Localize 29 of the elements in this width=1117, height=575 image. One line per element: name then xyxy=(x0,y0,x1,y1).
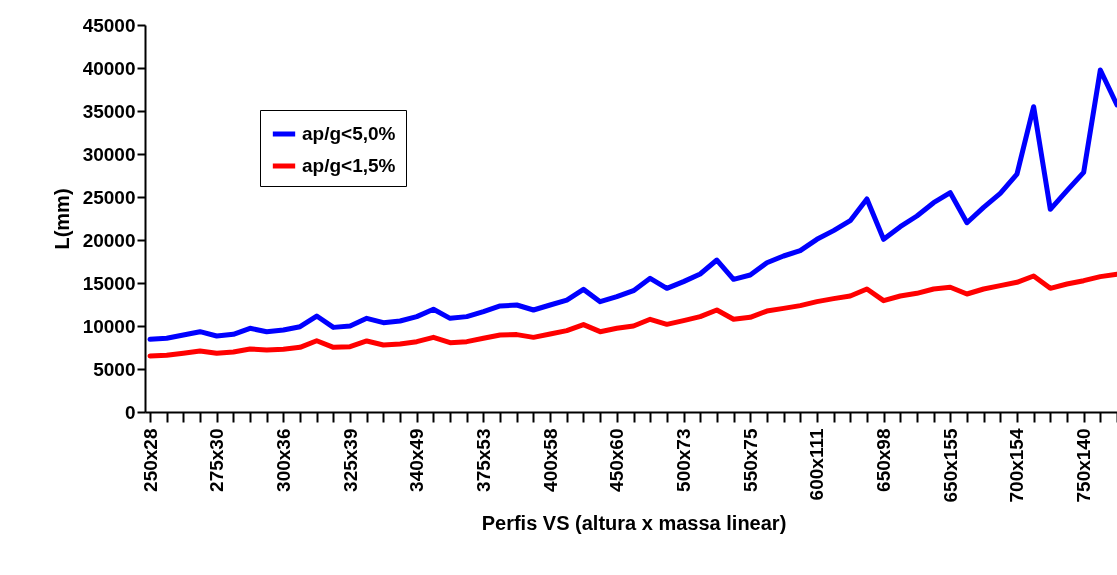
legend-label: ap/g<5,0% xyxy=(302,123,396,144)
y-tick-label: 15000 xyxy=(82,272,136,294)
y-tick-label: 35000 xyxy=(82,100,136,122)
y-tick-label: 30000 xyxy=(82,143,136,165)
x-tick-label: 500x73 xyxy=(673,428,695,492)
y-tick-label: 5000 xyxy=(93,358,136,380)
x-tick-label: 400x58 xyxy=(539,428,561,492)
x-tick-label: 600x111 xyxy=(806,428,828,501)
y-tick-label: 45000 xyxy=(82,14,136,36)
x-tick-label: 650x155 xyxy=(939,428,961,503)
x-tick-label: 550x75 xyxy=(739,428,761,492)
x-tick-label: 275x30 xyxy=(206,428,228,492)
y-tick-label: 25000 xyxy=(82,186,136,208)
y-axis-title: L(mm) xyxy=(50,188,73,250)
y-tick-label: 20000 xyxy=(82,229,136,251)
x-tick-label: 300x36 xyxy=(272,428,294,492)
x-tick-label: 375x53 xyxy=(472,428,494,492)
legend-label: ap/g<1,5% xyxy=(302,155,396,176)
x-axis-title: Perfis VS (altura x massa linear) xyxy=(481,512,787,535)
x-tick-label: 450x60 xyxy=(606,428,628,492)
x-tick-label: 250x28 xyxy=(139,428,161,492)
y-tick-label: 0 xyxy=(124,401,136,423)
x-tick-label: 700x154 xyxy=(1006,428,1028,503)
y-tick-label: 40000 xyxy=(82,57,136,79)
x-tick-label: 340x49 xyxy=(406,428,428,492)
x-tick-label: 325x39 xyxy=(339,428,361,492)
x-tick-label: 750x140 xyxy=(1073,428,1095,503)
x-tick-label: 650x98 xyxy=(873,428,895,492)
y-tick-label: 10000 xyxy=(82,315,136,337)
